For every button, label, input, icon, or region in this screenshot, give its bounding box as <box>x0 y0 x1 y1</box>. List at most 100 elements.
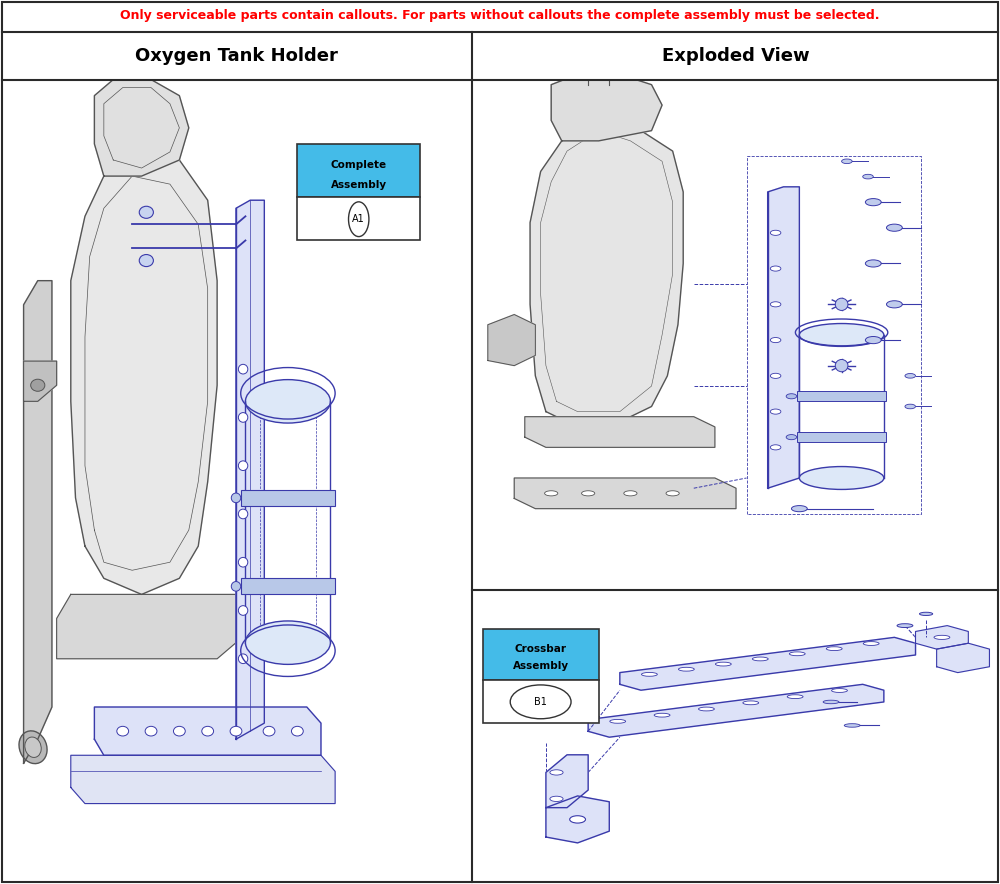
Ellipse shape <box>905 404 916 408</box>
Ellipse shape <box>844 724 860 728</box>
Ellipse shape <box>787 695 803 698</box>
Ellipse shape <box>613 44 626 49</box>
Ellipse shape <box>291 727 303 736</box>
Ellipse shape <box>591 15 607 21</box>
Circle shape <box>349 202 369 237</box>
Ellipse shape <box>263 727 275 736</box>
Ellipse shape <box>641 673 657 676</box>
Ellipse shape <box>919 613 933 615</box>
Ellipse shape <box>238 606 248 615</box>
Text: Crossbar: Crossbar <box>515 644 567 654</box>
Ellipse shape <box>238 461 248 470</box>
Polygon shape <box>94 80 189 176</box>
Text: Only serviceable parts contain callouts. For parts without callouts the complete: Only serviceable parts contain callouts.… <box>120 10 880 22</box>
Bar <box>797 432 886 442</box>
Polygon shape <box>71 755 335 804</box>
Ellipse shape <box>799 324 884 347</box>
Ellipse shape <box>230 727 242 736</box>
Polygon shape <box>530 120 683 427</box>
Ellipse shape <box>25 737 41 758</box>
Ellipse shape <box>31 379 45 392</box>
Ellipse shape <box>842 159 852 164</box>
Polygon shape <box>588 684 884 737</box>
Ellipse shape <box>238 654 248 664</box>
Polygon shape <box>57 594 236 659</box>
Ellipse shape <box>865 260 881 267</box>
Ellipse shape <box>886 301 902 308</box>
Ellipse shape <box>139 206 153 218</box>
Text: Complete: Complete <box>331 160 387 170</box>
Ellipse shape <box>789 652 805 656</box>
Ellipse shape <box>666 491 679 496</box>
Text: A1: A1 <box>352 214 365 225</box>
Ellipse shape <box>173 727 185 736</box>
Text: B1: B1 <box>534 697 547 707</box>
Polygon shape <box>937 644 989 673</box>
Text: Assembly: Assembly <box>513 661 569 671</box>
Ellipse shape <box>832 689 847 692</box>
Polygon shape <box>546 796 609 842</box>
Ellipse shape <box>886 225 902 232</box>
Bar <box>483 629 599 680</box>
Ellipse shape <box>826 647 842 651</box>
Polygon shape <box>24 281 52 763</box>
Polygon shape <box>768 187 799 488</box>
Ellipse shape <box>699 707 714 711</box>
Circle shape <box>835 360 848 372</box>
Bar <box>797 391 886 401</box>
Polygon shape <box>514 478 736 508</box>
Ellipse shape <box>743 701 759 705</box>
Ellipse shape <box>245 379 330 423</box>
Ellipse shape <box>786 393 797 399</box>
Polygon shape <box>94 707 321 755</box>
Ellipse shape <box>770 301 781 307</box>
Ellipse shape <box>823 700 839 704</box>
Ellipse shape <box>770 445 781 450</box>
Ellipse shape <box>550 796 563 802</box>
Text: Assembly: Assembly <box>331 180 387 190</box>
Ellipse shape <box>770 409 781 414</box>
Ellipse shape <box>770 373 781 378</box>
Ellipse shape <box>786 435 797 439</box>
Ellipse shape <box>238 413 248 423</box>
Ellipse shape <box>245 621 330 665</box>
Polygon shape <box>236 200 264 739</box>
Polygon shape <box>24 361 57 401</box>
Ellipse shape <box>576 44 589 49</box>
Bar <box>297 144 420 197</box>
Ellipse shape <box>770 338 781 343</box>
Polygon shape <box>620 637 916 690</box>
Ellipse shape <box>897 624 913 628</box>
Ellipse shape <box>231 582 241 591</box>
Ellipse shape <box>799 467 884 490</box>
Ellipse shape <box>588 25 609 33</box>
Ellipse shape <box>238 558 248 567</box>
Ellipse shape <box>582 491 595 496</box>
Ellipse shape <box>770 266 781 271</box>
Ellipse shape <box>863 174 873 179</box>
Ellipse shape <box>19 731 47 764</box>
Ellipse shape <box>715 662 731 666</box>
Ellipse shape <box>770 230 781 235</box>
Ellipse shape <box>545 491 558 496</box>
Polygon shape <box>525 416 715 447</box>
Polygon shape <box>567 49 662 74</box>
Ellipse shape <box>863 642 879 645</box>
Polygon shape <box>488 315 535 366</box>
Ellipse shape <box>145 727 157 736</box>
Ellipse shape <box>139 255 153 267</box>
Ellipse shape <box>905 374 916 378</box>
Polygon shape <box>71 144 217 594</box>
Polygon shape <box>546 755 588 808</box>
Ellipse shape <box>624 491 637 496</box>
Ellipse shape <box>865 337 881 344</box>
Ellipse shape <box>934 636 950 639</box>
Text: Oxygen Tank Holder: Oxygen Tank Holder <box>135 47 337 65</box>
Ellipse shape <box>791 506 807 512</box>
Ellipse shape <box>202 727 214 736</box>
Polygon shape <box>551 74 662 141</box>
Ellipse shape <box>752 657 768 661</box>
Bar <box>241 490 335 506</box>
Bar <box>483 680 599 722</box>
Ellipse shape <box>654 713 670 717</box>
